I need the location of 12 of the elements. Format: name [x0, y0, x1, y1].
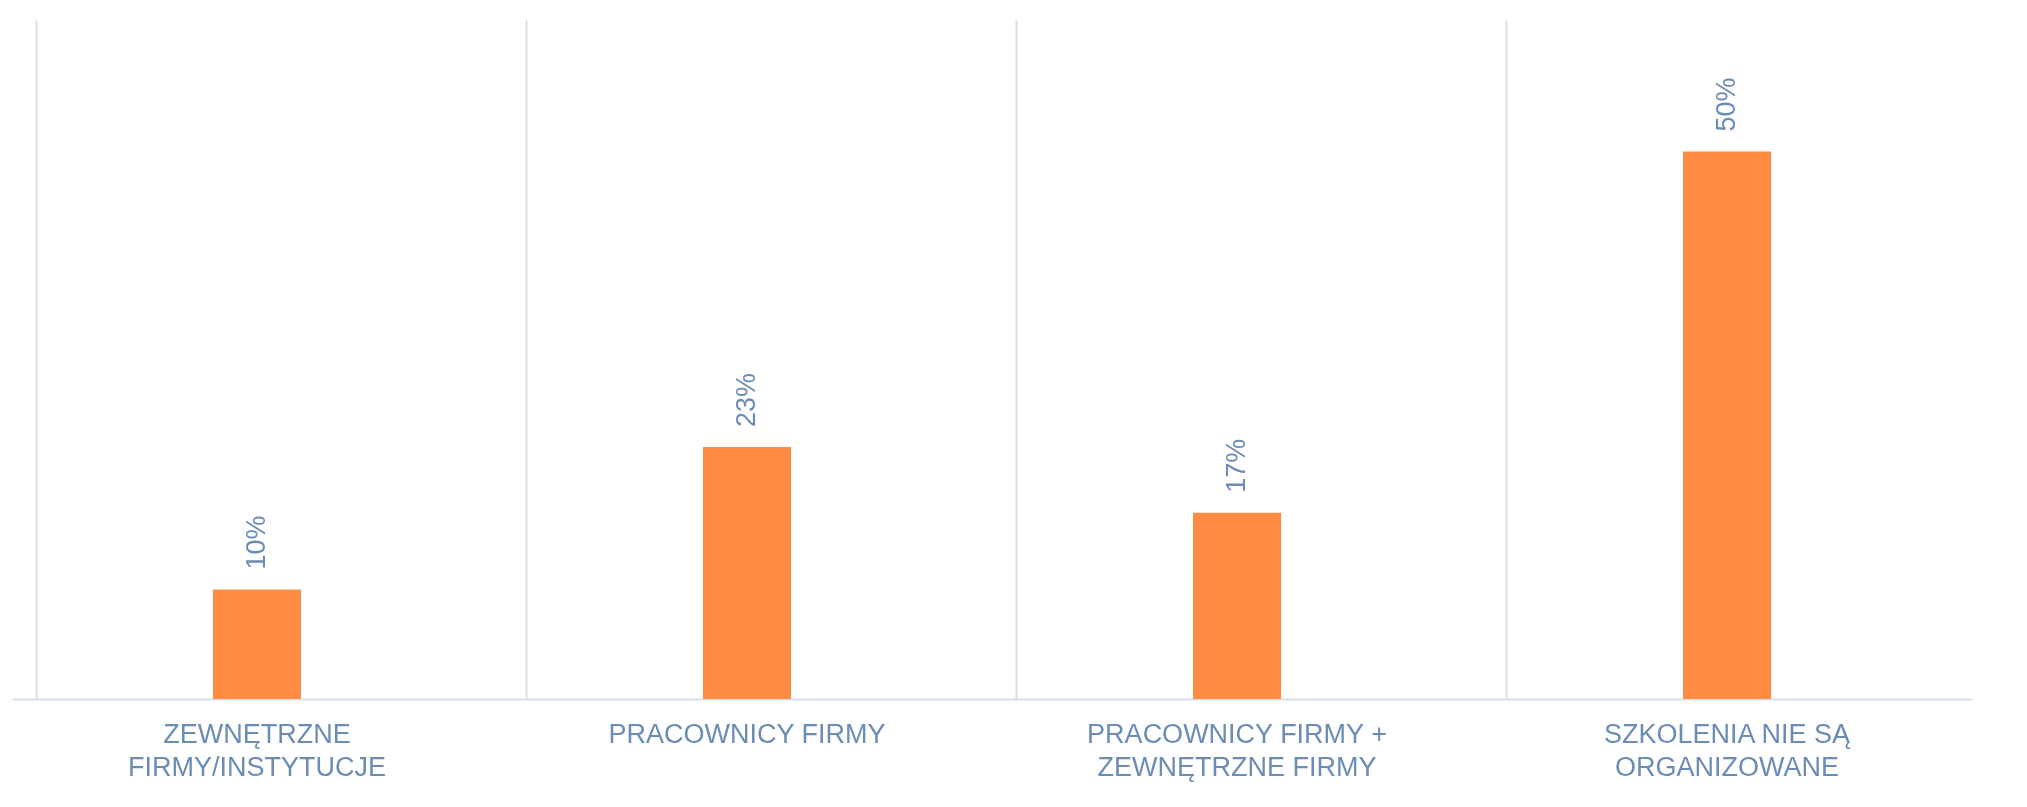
- bar: [703, 447, 791, 699]
- x-tick-label: ZEWNĘTRZNE FIRMY/INSTYTUCJE: [127, 718, 387, 782]
- x-tick-label: PRACOWNICY FIRMY: [608, 718, 886, 749]
- bar: [213, 589, 301, 699]
- bar: [1683, 151, 1771, 699]
- x-tick-label: SZKOLENIA NIE SĄ ORGANIZOWANE: [1603, 718, 1852, 782]
- x-tick-label: PRACOWNICY FIRMY + ZEWNĘTRZNE FIRMY: [1087, 718, 1387, 782]
- data-label: 23%: [731, 373, 761, 428]
- data-label: 17%: [1221, 438, 1251, 493]
- bar: [1193, 512, 1281, 699]
- data-label: 10%: [241, 515, 271, 570]
- data-label: 50%: [1711, 77, 1741, 132]
